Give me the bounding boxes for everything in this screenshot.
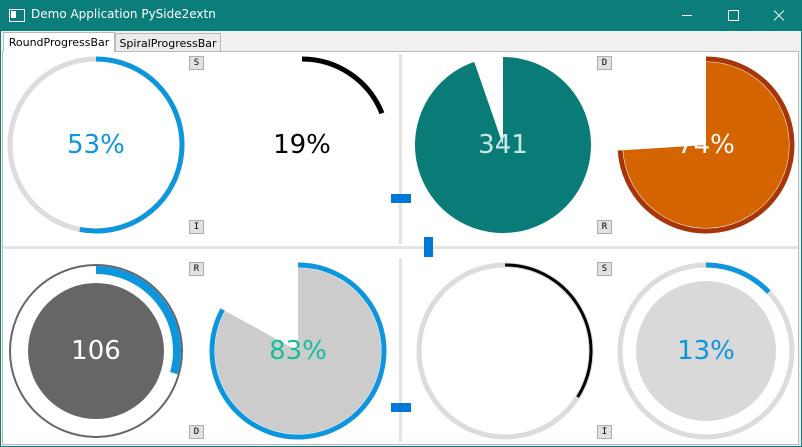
style-r-button[interactable]: R	[189, 262, 204, 276]
close-button[interactable]	[756, 0, 802, 31]
style-r-button[interactable]: R	[597, 220, 612, 234]
g5-progress-arc	[95, 266, 181, 375]
tab-round-progress-bar[interactable]: RoundProgressBar	[3, 32, 115, 52]
minimize-icon	[682, 15, 692, 16]
style-d-button[interactable]: D	[597, 56, 612, 70]
gauge-value-label: 13%	[677, 336, 735, 366]
g4-progress-arc	[617, 56, 795, 234]
splitter-handle-center[interactable]	[424, 237, 433, 257]
g1-progress-arc	[79, 56, 185, 234]
g8-inner-disc	[636, 281, 776, 421]
g6-progress-arc	[209, 262, 387, 440]
minimize-button[interactable]	[664, 0, 710, 31]
splitter-handle-top[interactable]	[391, 194, 411, 203]
title-bar: Demo Application PySide2extn	[0, 0, 802, 31]
g5-inner-disc	[28, 283, 164, 419]
maximize-button[interactable]	[710, 0, 756, 31]
g2-progress-arc	[301, 56, 385, 115]
g8-progress-arc	[705, 262, 771, 294]
window-title: Demo Application PySide2extn	[31, 7, 216, 21]
gauge-value-label: 53%	[67, 130, 125, 160]
gauge-value-label: 341	[478, 130, 528, 160]
g7-progress-arc	[504, 263, 593, 398]
vertical-splitter-top[interactable]	[399, 54, 402, 244]
tab-spiral-progress-bar[interactable]: SpiralProgressBar	[115, 33, 221, 52]
splitter-handle-bottom[interactable]	[391, 403, 411, 412]
g5-outline	[9, 264, 183, 438]
style-d-button[interactable]: D	[189, 425, 204, 439]
gauge-value-label: 83%	[269, 336, 327, 366]
g3-pie-slice	[415, 57, 592, 233]
client-area: RoundProgressBar SpiralProgressBar 53% 1…	[1, 31, 801, 446]
tab-pane: 53% 19% 341 74% 106 83% 13% S I D R R D …	[2, 51, 799, 445]
app-icon	[9, 9, 25, 22]
style-s-button[interactable]: S	[189, 56, 204, 70]
gauge-value-label: 19%	[273, 130, 331, 160]
gauge-value-label: 106	[71, 336, 121, 366]
gauge-value-label: 74%	[677, 130, 735, 160]
g6-pie-slice	[214, 268, 381, 434]
vertical-splitter-bottom[interactable]	[399, 258, 402, 442]
style-i-button[interactable]: I	[189, 220, 204, 234]
maximize-icon	[728, 10, 739, 21]
horizontal-splitter[interactable]	[3, 246, 798, 249]
g4-pie-slice	[623, 62, 789, 228]
gauges-canvas	[7, 56, 795, 440]
style-s-button[interactable]: S	[597, 262, 612, 276]
style-i-button[interactable]: I	[597, 425, 612, 439]
